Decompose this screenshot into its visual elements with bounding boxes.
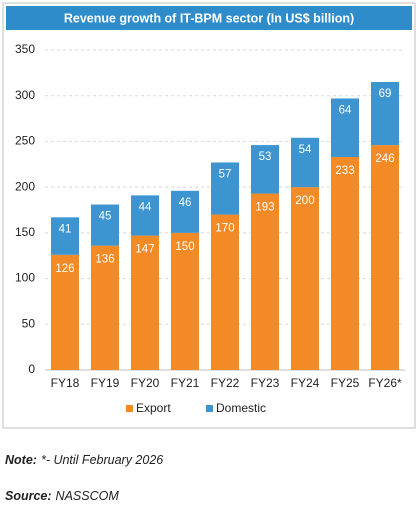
- data-label: 170: [215, 223, 234, 235]
- footnote: Source: NASSCOM: [5, 489, 119, 503]
- data-label: 147: [135, 244, 154, 256]
- footnote-label: Note:: [5, 453, 37, 467]
- data-label: 150: [175, 241, 194, 253]
- x-tick-label: FY22: [211, 376, 240, 390]
- bar-segment: [331, 156, 359, 370]
- bar-segment: [131, 235, 159, 370]
- footnote-text: *- Until February 2026: [41, 453, 163, 467]
- y-tick-label: 300: [15, 88, 35, 102]
- legend-swatch: [126, 405, 133, 412]
- data-label: 45: [99, 211, 112, 223]
- y-tick-label: 250: [15, 134, 35, 148]
- data-label: 46: [179, 197, 192, 209]
- legend-label: Domestic: [216, 401, 266, 415]
- footnote: Note: *- Until February 2026: [5, 453, 163, 467]
- bar-segment: [211, 214, 239, 370]
- bar-segment: [331, 98, 359, 157]
- x-tick-label: FY19: [91, 376, 120, 390]
- x-tick-label: FY25: [331, 376, 360, 390]
- bar-segment: [51, 254, 79, 370]
- x-tick-label: FY24: [291, 376, 320, 390]
- footnote-label: Source:: [5, 489, 52, 503]
- bar-segment: [91, 245, 119, 370]
- y-tick-label: 150: [15, 225, 35, 239]
- data-label: 193: [255, 202, 274, 214]
- x-tick-label: FY20: [131, 376, 160, 390]
- data-label: 233: [335, 165, 354, 177]
- bar-segment: [371, 145, 399, 370]
- data-label: 54: [299, 144, 312, 156]
- legend-label: Export: [136, 401, 171, 415]
- data-label: 41: [59, 223, 72, 235]
- y-tick-label: 350: [15, 42, 35, 56]
- legend-swatch: [206, 405, 213, 412]
- data-label: 64: [339, 104, 352, 116]
- data-label: 200: [295, 195, 314, 207]
- bar-segment: [171, 232, 199, 370]
- data-label: 246: [375, 153, 394, 165]
- bar-segment: [51, 217, 79, 255]
- data-label: 53: [259, 151, 272, 163]
- bar-segment: [291, 137, 319, 188]
- y-tick-label: 50: [22, 316, 36, 330]
- bar-segment: [211, 162, 239, 215]
- x-tick-label: FY21: [171, 376, 200, 390]
- x-tick-label: FY26*: [368, 376, 402, 390]
- bar-segment: [371, 82, 399, 146]
- x-tick-label: FY18: [51, 376, 80, 390]
- data-label: 126: [55, 263, 74, 275]
- data-label: 44: [139, 201, 152, 213]
- footnote-text: NASSCOM: [56, 489, 120, 503]
- bar-segment: [91, 204, 119, 246]
- data-label: 57: [219, 168, 232, 180]
- bar-segment: [251, 193, 279, 370]
- bar-segment: [251, 145, 279, 194]
- x-tick-label: FY23: [251, 376, 280, 390]
- bar-segment: [131, 195, 159, 236]
- y-tick-label: 0: [28, 362, 35, 376]
- y-tick-label: 100: [15, 271, 35, 285]
- bar-segment: [171, 190, 199, 233]
- data-label: 136: [95, 254, 114, 266]
- chart-title: Revenue growth of IT-BPM sector (In US$ …: [64, 11, 354, 25]
- bar-segment: [291, 187, 319, 370]
- data-label: 69: [379, 88, 392, 100]
- y-tick-label: 200: [15, 179, 35, 193]
- title-bar: [6, 6, 412, 30]
